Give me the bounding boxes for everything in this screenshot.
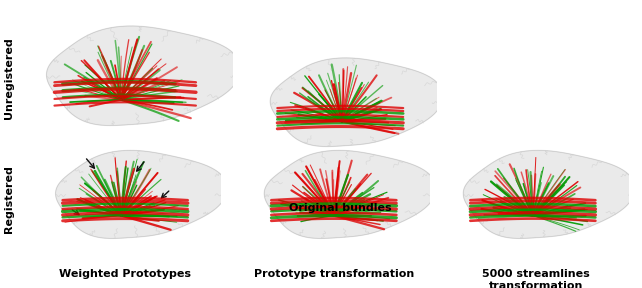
Polygon shape [47,26,241,126]
Text: Unregistered: Unregistered [4,37,14,119]
Text: Weighted Prototypes: Weighted Prototypes [59,269,191,279]
Polygon shape [464,150,635,238]
Text: Original bundles: Original bundles [289,203,392,213]
Polygon shape [270,58,443,147]
Text: 5000 streamlines
transformation: 5000 streamlines transformation [482,269,590,288]
Text: Prototype transformation: Prototype transformation [254,269,414,279]
Polygon shape [265,150,436,238]
Polygon shape [56,150,227,238]
Text: Registered: Registered [4,165,14,233]
